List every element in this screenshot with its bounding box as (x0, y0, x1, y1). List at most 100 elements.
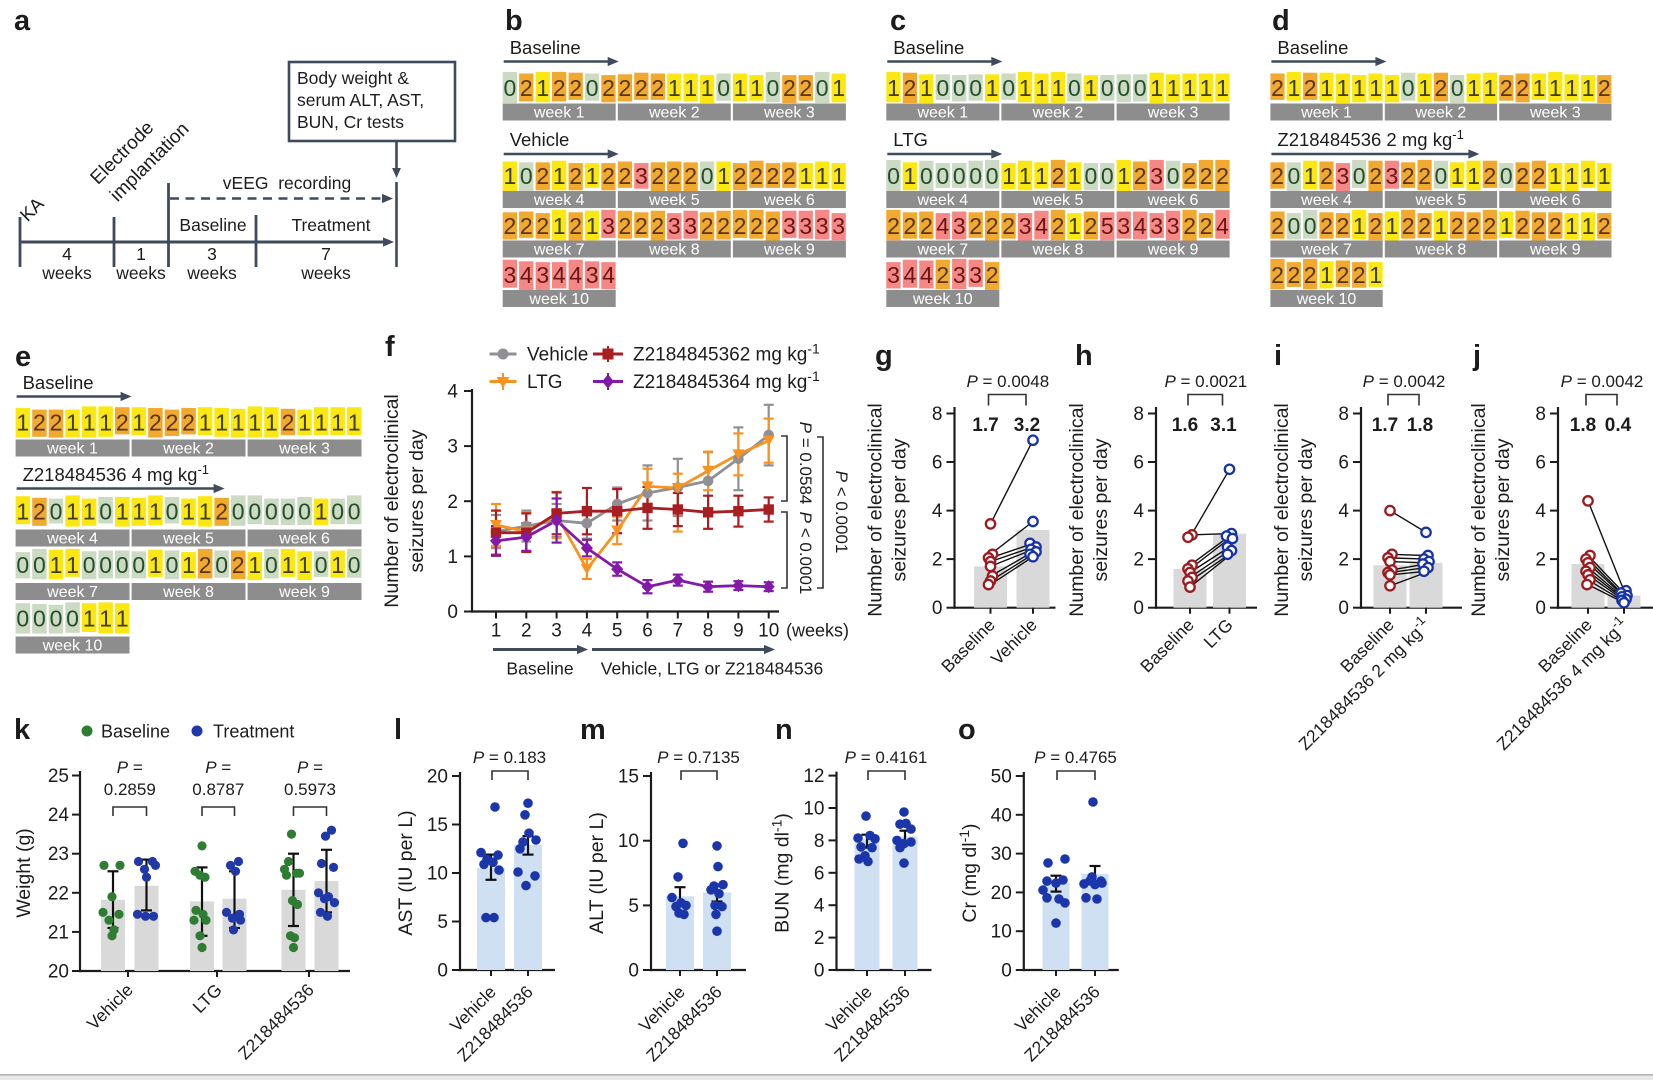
svg-text:0: 0 (331, 498, 344, 524)
svg-text:1: 1 (16, 498, 29, 524)
svg-text:0: 0 (265, 552, 278, 578)
svg-text:1: 1 (1019, 163, 1032, 189)
svg-text:4: 4 (553, 262, 566, 288)
svg-text:0: 0 (348, 498, 361, 524)
svg-text:0.8787: 0.8787 (192, 780, 244, 799)
svg-text:P = 0.7135: P = 0.7135 (657, 748, 740, 767)
svg-text:week 8: week 8 (1032, 241, 1084, 258)
svg-text:1: 1 (1418, 75, 1431, 101)
svg-text:8: 8 (1338, 404, 1349, 425)
svg-text:P = 0.4161: P = 0.4161 (845, 748, 928, 767)
svg-text:1: 1 (904, 163, 917, 189)
svg-text:6: 6 (1133, 453, 1144, 474)
svg-text:0: 0 (33, 605, 46, 631)
svg-text:0: 0 (969, 163, 982, 189)
svg-text:1: 1 (1484, 75, 1497, 101)
svg-text:week 10: week 10 (528, 291, 589, 308)
svg-text:1: 1 (1386, 75, 1399, 101)
svg-text:week 2: week 2 (648, 104, 700, 121)
svg-text:3: 3 (635, 163, 648, 189)
svg-text:2: 2 (651, 75, 664, 101)
svg-text:2: 2 (1133, 550, 1144, 571)
svg-text:k: k (14, 714, 31, 746)
svg-text:1: 1 (1369, 262, 1382, 288)
svg-text:9: 9 (733, 621, 744, 642)
svg-text:P = 0.0021: P = 0.0021 (1164, 372, 1247, 391)
svg-text:2: 2 (520, 75, 533, 101)
svg-text:seizures per day: seizures per day (1295, 438, 1317, 581)
svg-text:2: 2 (619, 163, 632, 189)
svg-text:week 4: week 4 (916, 192, 968, 209)
svg-text:2: 2 (1288, 262, 1301, 288)
svg-text:5: 5 (628, 896, 639, 917)
svg-text:1: 1 (1320, 262, 1333, 288)
svg-text:1: 1 (149, 552, 162, 578)
svg-text:2: 2 (887, 213, 900, 239)
svg-text:8: 8 (932, 404, 943, 425)
svg-text:0: 0 (1288, 163, 1301, 189)
svg-text:0: 0 (814, 961, 825, 982)
svg-text:2: 2 (504, 213, 517, 239)
svg-text:3: 3 (1167, 213, 1180, 239)
svg-text:2: 2 (814, 928, 825, 949)
svg-text:1: 1 (553, 213, 566, 239)
svg-text:m: m (580, 714, 606, 746)
svg-text:2: 2 (651, 163, 664, 189)
svg-text:j: j (1472, 340, 1481, 372)
svg-text:2: 2 (602, 163, 615, 189)
svg-text:2: 2 (1337, 262, 1350, 288)
svg-text:2: 2 (1369, 213, 1382, 239)
svg-text:2: 2 (1598, 75, 1611, 101)
svg-text:Vehicle: Vehicle (510, 129, 570, 150)
svg-text:2: 2 (569, 75, 582, 101)
svg-text:1: 1 (116, 605, 129, 631)
svg-text:1: 1 (1467, 163, 1480, 189)
svg-text:week 8: week 8 (162, 584, 214, 601)
svg-text:2: 2 (1533, 213, 1546, 239)
svg-text:Baseline: Baseline (893, 37, 964, 58)
svg-text:Vehicle: Vehicle (527, 345, 588, 366)
svg-text:3: 3 (832, 213, 845, 239)
svg-text:1.8: 1.8 (1570, 415, 1596, 436)
svg-text:0: 0 (348, 552, 361, 578)
svg-text:1: 1 (1369, 75, 1382, 101)
svg-text:Vehicle: Vehicle (83, 980, 137, 1034)
svg-text:1: 1 (99, 605, 112, 631)
svg-text:LTG: LTG (527, 372, 563, 393)
svg-text:0: 0 (116, 552, 129, 578)
svg-text:1: 1 (887, 75, 900, 101)
svg-text:Z218484536 4 mg kg-1: Z218484536 4 mg kg-1 (1490, 613, 1631, 754)
svg-text:0: 0 (628, 961, 639, 982)
svg-text:2: 2 (1134, 163, 1147, 189)
svg-text:0: 0 (816, 75, 829, 101)
svg-text:0: 0 (701, 163, 714, 189)
svg-text:2: 2 (1304, 75, 1317, 101)
svg-text:4: 4 (920, 262, 933, 288)
svg-text:15: 15 (427, 815, 448, 836)
svg-text:2: 2 (701, 213, 714, 239)
svg-text:1: 1 (1435, 213, 1448, 239)
svg-text:Baseline: Baseline (510, 37, 581, 58)
svg-text:21: 21 (48, 922, 69, 943)
svg-text:2: 2 (1467, 213, 1480, 239)
svg-text:3: 3 (887, 262, 900, 288)
svg-text:0: 0 (315, 552, 328, 578)
svg-text:2: 2 (1200, 163, 1213, 189)
svg-text:Number of electroclinical: Number of electroclinical (381, 394, 403, 608)
svg-text:1: 1 (1386, 213, 1399, 239)
svg-text:Baseline: Baseline (506, 659, 573, 679)
svg-text:3: 3 (1150, 163, 1163, 189)
svg-text:25: 25 (48, 766, 69, 787)
svg-text:2: 2 (750, 163, 763, 189)
svg-text:AST (IU per L): AST (IU per L) (395, 810, 417, 935)
svg-text:1: 1 (1582, 213, 1595, 239)
svg-text:0: 0 (50, 498, 63, 524)
svg-text:1: 1 (66, 409, 79, 435)
svg-text:2: 2 (717, 213, 730, 239)
svg-text:4: 4 (1133, 501, 1144, 522)
svg-text:0.5973: 0.5973 (284, 780, 336, 799)
svg-text:3: 3 (447, 437, 458, 458)
svg-text:2: 2 (1418, 213, 1431, 239)
svg-text:1: 1 (132, 409, 145, 435)
svg-text:(weeks): (weeks) (786, 621, 849, 641)
